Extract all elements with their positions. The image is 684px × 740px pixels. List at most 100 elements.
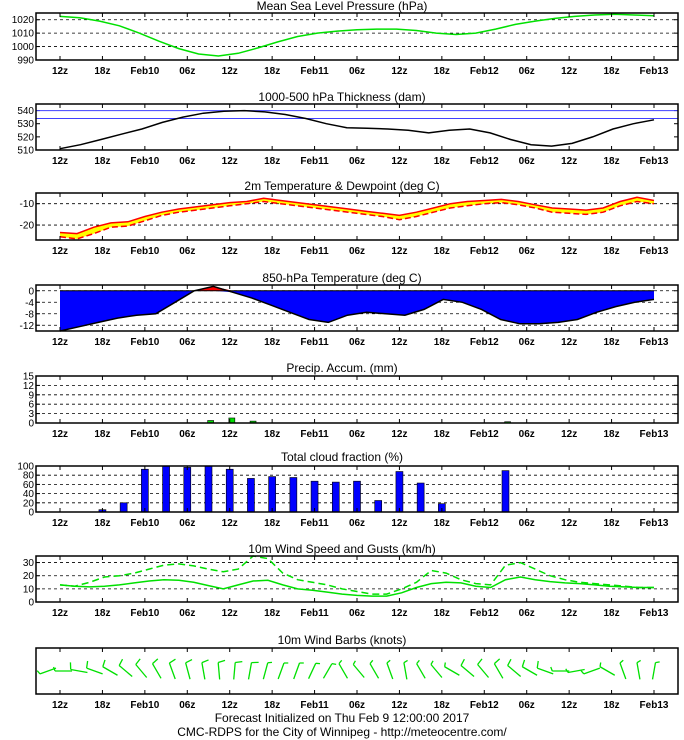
t850-cold-area	[60, 290, 654, 331]
t850-line	[59, 285, 655, 332]
x-tick-label: 06z	[349, 66, 365, 77]
wind-barb	[521, 659, 538, 676]
forecast-init-text: Forecast Initialized on Thu Feb 9 12:00:…	[214, 711, 470, 725]
x-tick-label: 18z	[264, 156, 280, 167]
x-tick-label: 06z	[179, 608, 195, 619]
y-tick-label: -8	[25, 309, 34, 320]
x-tick-label: 18z	[604, 156, 620, 167]
x-tick-label: 12z	[222, 608, 238, 619]
x-tick-label: 12z	[561, 156, 577, 167]
x-tick-label: 12z	[391, 429, 407, 440]
wind-barb	[262, 661, 273, 680]
x-tick-label: Feb13	[640, 337, 669, 348]
cloud-bar	[141, 468, 149, 513]
y-tick-label: -4	[25, 298, 34, 309]
wind-barb	[322, 662, 337, 679]
x-tick-label: 18z	[434, 246, 450, 257]
y-tick-label: 20	[23, 498, 35, 509]
y-tick-label: 80	[23, 471, 35, 482]
y-tick-label: 0	[28, 286, 34, 297]
x-tick-label: 18z	[434, 156, 450, 167]
wind-barb	[293, 662, 304, 680]
x-tick-label: Feb11	[300, 337, 329, 348]
x-tick-label: Feb12	[470, 337, 499, 348]
t850-panel: 850-hPa Temperature (deg C) 0-4-8-12 12z 18…	[20, 271, 679, 348]
x-tick-label: Feb12	[470, 518, 499, 529]
x-tick-label: 12z	[561, 700, 577, 711]
x-tick-label: Feb11	[300, 518, 329, 529]
cloud-x-axis: 12z 18z Feb10 06z 12z 18z Feb11 06z 12z 18z Feb12 0…	[52, 466, 669, 529]
x-tick-label: Feb11	[300, 429, 329, 440]
pressure-y-axis: 990 1000 1010 1020	[12, 15, 678, 67]
cloud-bar	[119, 502, 128, 513]
x-tick-label: Feb11	[300, 156, 329, 167]
x-tick-label: 06z	[349, 429, 365, 440]
model-source-text: CMC-RDPS for the City of Winnipeg - http…	[177, 725, 507, 739]
x-tick-label: 12z	[52, 518, 68, 529]
x-tick-label: 18z	[434, 66, 450, 77]
y-tick-label: 1010	[12, 29, 35, 40]
x-tick-label: Feb12	[470, 156, 499, 167]
t850-x-axis: 12z 18z Feb10 06z 12z 18z Feb11 06z 12z 18z Feb12 0…	[52, 285, 669, 348]
x-tick-label: 12z	[222, 156, 238, 167]
y-tick-label: 3	[28, 409, 34, 420]
cloud-bar	[204, 465, 213, 513]
thickness-y-axis: 510 520 530 540	[17, 106, 678, 157]
x-tick-label: 06z	[519, 156, 535, 167]
cloud-bar	[183, 467, 192, 513]
x-tick-label: 18z	[94, 246, 110, 257]
cloud-bar	[395, 471, 404, 513]
x-tick-label: 12z	[222, 337, 238, 348]
barbs-panel: 10m Wind Barbs (knots)12z 18z Feb10 06z 12z 1…	[35, 633, 679, 711]
barbs-title: 10m Wind Barbs (knots)	[278, 633, 407, 647]
x-tick-label: 06z	[519, 337, 535, 348]
x-tick-label: Feb10	[130, 429, 159, 440]
x-tick-label: Feb13	[640, 429, 669, 440]
x-tick-label: Feb11	[300, 700, 329, 711]
wind-barb	[69, 662, 88, 674]
x-tick-label: 06z	[519, 66, 535, 77]
x-tick-label: 12z	[52, 66, 68, 77]
x-tick-label: 06z	[519, 429, 535, 440]
x-tick-label: 18z	[264, 246, 280, 257]
pressure-x-axis: 12z 18z Feb10 06z 12z 18z Feb11 06z 12z 18z Feb12 0…	[52, 13, 669, 77]
cloud-bar	[416, 482, 425, 513]
precip-x-axis: 12z 18z Feb10 06z 12z 18z Feb11 06z 12z 18z Feb12 0…	[52, 376, 669, 440]
wind-gust-line	[59, 555, 654, 595]
pressure-panel: Mean Sea Level Pressure (hPa) 990 1000 1010…	[12, 0, 679, 77]
wind-barb	[217, 659, 226, 680]
wind-barb	[619, 659, 627, 680]
x-tick-label: Feb13	[640, 700, 669, 711]
thickness-panel: 1000-500 hPa Thickness (dam) 510 520 530 540…	[17, 90, 679, 167]
x-tick-label: Feb10	[130, 518, 159, 529]
x-tick-label: 18z	[604, 337, 620, 348]
x-tick-label: 18z	[434, 608, 450, 619]
y-tick-label: 0	[28, 598, 34, 609]
x-tick-label: 06z	[349, 608, 365, 619]
x-tick-label: Feb12	[470, 246, 499, 257]
y-tick-label: 0	[28, 419, 34, 430]
x-tick-label: 18z	[604, 429, 620, 440]
y-tick-label: 520	[17, 132, 34, 143]
x-tick-label: Feb10	[130, 608, 159, 619]
y-tick-label: 530	[17, 119, 34, 130]
x-tick-label: 12z	[52, 429, 68, 440]
x-tick-label: 06z	[519, 700, 535, 711]
x-tick-label: 06z	[179, 246, 195, 257]
x-tick-label: 18z	[264, 700, 280, 711]
wind-speed-line	[59, 576, 654, 597]
wind-barb	[403, 659, 408, 680]
x-tick-label: 06z	[349, 246, 365, 257]
x-tick-label: Feb12	[470, 66, 499, 77]
x-tick-label: 18z	[264, 337, 280, 348]
x-tick-label: 12z	[561, 429, 577, 440]
y-tick-label: -12	[20, 321, 35, 332]
x-tick-label: 06z	[349, 156, 365, 167]
cloud-bar	[501, 470, 510, 513]
temperature-x-axis: 12z 18z Feb10 06z 12z 18z Feb11 06z 12z 18z Feb12 0…	[52, 193, 669, 257]
x-tick-label: 18z	[264, 518, 280, 529]
x-tick-label: 18z	[94, 66, 110, 77]
x-tick-label: 18z	[604, 66, 620, 77]
